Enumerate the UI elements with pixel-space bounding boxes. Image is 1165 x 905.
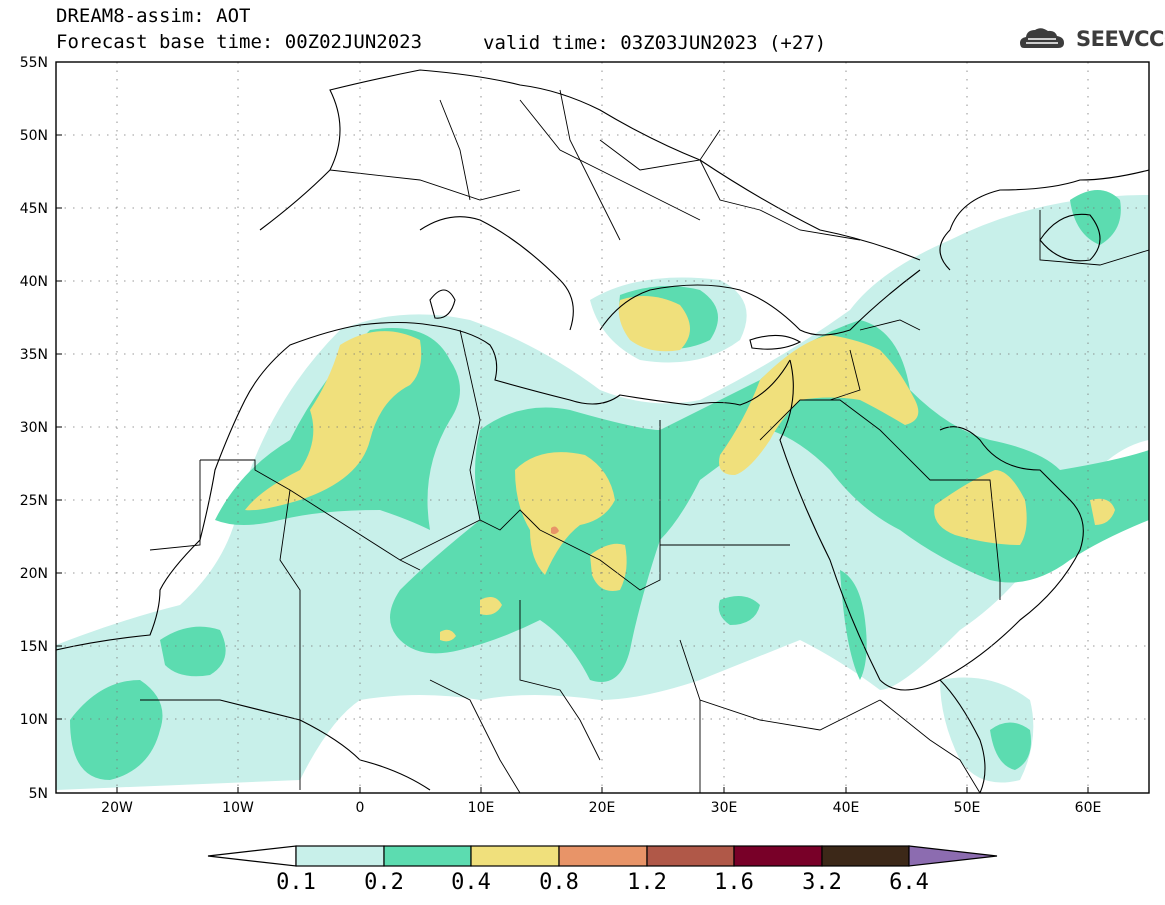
seevccc-logo: [1020, 28, 1064, 48]
lat-label: 55N: [20, 55, 48, 71]
lon-labels: 20W 10W 0 10E 20E 30E 40E 50E 60E: [101, 800, 1101, 816]
lat-label: 35N: [20, 347, 48, 363]
lat-label: 5N: [29, 786, 48, 802]
lon-label: 20W: [101, 800, 133, 816]
lon-label: 50E: [954, 800, 981, 816]
valid-time: valid time: 03Z03JUN2023 (+27): [483, 32, 827, 54]
lat-label: 50N: [20, 128, 48, 144]
colorbar-label: 0.2: [364, 870, 404, 895]
axis-ticks: [56, 134, 1089, 793]
lat-label: 45N: [20, 201, 48, 217]
colorbar-label: 1.6: [714, 870, 754, 895]
colorbar-over-triangle: [908, 845, 998, 867]
lat-label: 10N: [20, 712, 48, 728]
lon-label: 0: [356, 800, 365, 816]
colorbar-cell: [295, 845, 385, 867]
forecast-base-time: Forecast base time: 00Z02JUN2023: [56, 31, 423, 53]
colorbar-label: 6.4: [889, 870, 929, 895]
lon-label: 60E: [1075, 800, 1102, 816]
colorbar-cell: [383, 845, 472, 867]
colorbar-label: 0.1: [276, 870, 316, 895]
colorbar-cell: [558, 845, 648, 867]
lat-labels: 55N 50N 45N 40N 35N 30N 25N 20N 15N 10N …: [20, 55, 48, 802]
chart-title: DREAM8-assim: AOT: [56, 5, 251, 27]
colorbar-cell: [646, 845, 735, 867]
colorbar-label: 0.8: [539, 870, 579, 895]
coastlines: [56, 69, 1149, 793]
colorbar: [207, 845, 998, 867]
lon-label: 10E: [468, 800, 495, 816]
aot-band-0.4: [245, 296, 1115, 642]
country-borders: [149, 89, 1149, 793]
colorbar-cell: [821, 845, 910, 867]
colorbar-cell: [733, 845, 823, 867]
lat-label: 15N: [20, 639, 48, 655]
lon-label: 20E: [589, 800, 616, 816]
aot-band-0.8: [551, 526, 559, 535]
aot-fields: [56, 62, 1149, 793]
lon-label: 30E: [711, 800, 738, 816]
lat-label: 30N: [20, 420, 48, 436]
colorbar-under-triangle: [207, 845, 297, 867]
lon-label: 10W: [222, 800, 254, 816]
cloud-icon: [1020, 28, 1064, 48]
logo-text: SEEVCCC: [1076, 27, 1165, 51]
lat-label: 25N: [20, 493, 48, 509]
lat-label: 20N: [20, 566, 48, 582]
colorbar-label: 0.4: [451, 870, 491, 895]
graticule: [56, 62, 1149, 793]
colorbar-label: 1.2: [627, 870, 667, 895]
lon-label: 40E: [833, 800, 860, 816]
colorbar-label: 3.2: [802, 870, 842, 895]
lat-label: 40N: [20, 274, 48, 290]
colorbar-cell: [470, 845, 560, 867]
